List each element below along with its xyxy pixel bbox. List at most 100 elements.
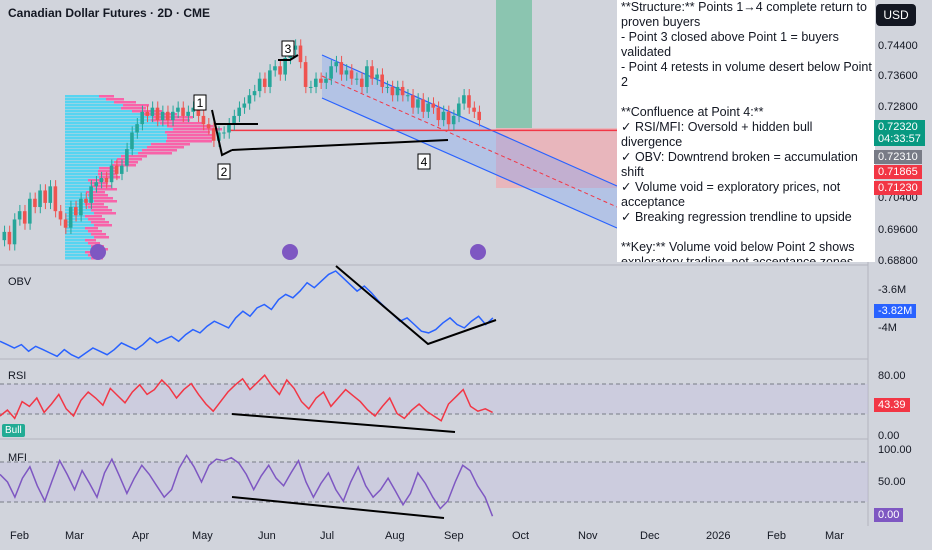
volume-profile-bar (86, 191, 105, 194)
candle-body (303, 62, 308, 87)
volume-profile-bar (65, 221, 91, 224)
mfi-pane-label: MFI (8, 452, 27, 464)
volume-profile-bar (65, 203, 85, 206)
volume-profile-bar (88, 230, 102, 233)
candle-body (324, 78, 328, 83)
volume-profile-bar (65, 137, 167, 140)
volume-profile-bar (65, 254, 88, 257)
candle-body (17, 211, 22, 220)
volume-profile-bar (94, 236, 109, 239)
volume-profile-bar (98, 170, 117, 173)
x-tick-label: Oct (512, 530, 530, 542)
volume-profile-bar (65, 245, 91, 248)
volume-profile-bar (88, 218, 105, 221)
candle-body (334, 62, 339, 67)
candle-body (201, 115, 206, 125)
volume-profile-bar (65, 140, 166, 143)
volume-profile-bar (85, 215, 102, 218)
risk-box (496, 128, 617, 188)
candle-body (58, 211, 63, 220)
prev-close-tag: 0.72310 (874, 150, 922, 164)
candle-body (380, 74, 384, 87)
volume-profile-bar (94, 200, 117, 203)
volume-profile-bar (123, 104, 149, 107)
mfi-pane (0, 440, 868, 526)
candle-body (308, 86, 313, 88)
candle-body (160, 111, 165, 121)
volume-profile-bar (65, 164, 112, 167)
point-label-box (217, 163, 231, 180)
candle-body (181, 107, 185, 116)
candle-body (477, 111, 481, 121)
volume-profile-bar (95, 188, 117, 191)
volume-profile-bar (65, 107, 121, 110)
candle-body (426, 103, 430, 112)
price-tick-label: 0.68800 (878, 255, 918, 267)
candle-body (33, 198, 37, 208)
replay-icon (90, 244, 106, 260)
x-tick-label: Jul (320, 530, 335, 542)
volume-profile-bar (166, 140, 212, 143)
candle-body (43, 190, 47, 203)
candle-body (313, 78, 318, 87)
volume-profile-bar (65, 227, 85, 230)
candle-body (446, 111, 451, 125)
candle-body (339, 62, 344, 75)
candle-body (283, 57, 287, 75)
candle-body (73, 207, 78, 216)
point-label-1: 1 (197, 96, 204, 110)
volume-profile-bar (65, 122, 160, 125)
candle-body (416, 99, 420, 108)
candle-body (237, 107, 241, 116)
price-tick-label: 0.69600 (878, 224, 918, 236)
volume-profile-bar (117, 158, 142, 161)
x-tick-label: May (192, 530, 213, 542)
currency-button[interactable]: USD (876, 4, 916, 26)
candle-body (48, 186, 53, 203)
volume-profile-bar (160, 122, 203, 125)
replay-icon (282, 244, 298, 260)
volume-profile-bar (91, 209, 112, 212)
volume-profile-bar (65, 230, 88, 233)
volume-profile-bar (99, 176, 120, 179)
volume-profile-bar (65, 224, 94, 227)
candle-body (456, 103, 461, 116)
volume-profile-bar (91, 221, 109, 224)
point-label-box (417, 153, 431, 170)
candle-body (359, 78, 364, 87)
volume-profile-bar (90, 182, 108, 185)
rsi-line (0, 374, 493, 422)
x-tick-label: Jun (258, 530, 276, 542)
volume-profile-bar (65, 176, 99, 179)
volume-profile-bar (173, 128, 222, 131)
point-label-4: 4 (421, 155, 428, 169)
volume-profile-bar (65, 251, 85, 254)
x-tick-label: Feb (767, 530, 786, 542)
volume-profile-bar (65, 248, 94, 251)
obv-trend-arrow (335, 265, 497, 346)
volume-profile-bar (65, 185, 92, 188)
candle-body (104, 178, 109, 183)
candle-body (211, 128, 216, 141)
target-box (496, 0, 532, 128)
candle-body (171, 111, 175, 121)
obv-line (0, 270, 494, 359)
volume-profile-bar (99, 167, 117, 170)
volume-profile-bar (98, 173, 117, 176)
price-tick-label: 0.73600 (878, 70, 918, 82)
candle-body (262, 78, 267, 87)
volume-profile-bar (88, 194, 108, 197)
candle-body (89, 186, 93, 203)
volume-profile-bar (106, 98, 124, 101)
volume-profile-bar (65, 239, 85, 242)
volume-profile-bar (65, 194, 88, 197)
volume-profile-bar (65, 101, 114, 104)
regression-channel-lower (321, 97, 618, 229)
last-price-tag: 0.72320 04:33:57 (874, 120, 925, 146)
candle-body (176, 107, 180, 112)
mfi-divergence-arrow (231, 496, 445, 519)
rsi-pane (0, 360, 868, 438)
volume-profile-bar (167, 134, 213, 137)
volume-profile-bar (91, 233, 106, 236)
candle-body (191, 107, 196, 112)
